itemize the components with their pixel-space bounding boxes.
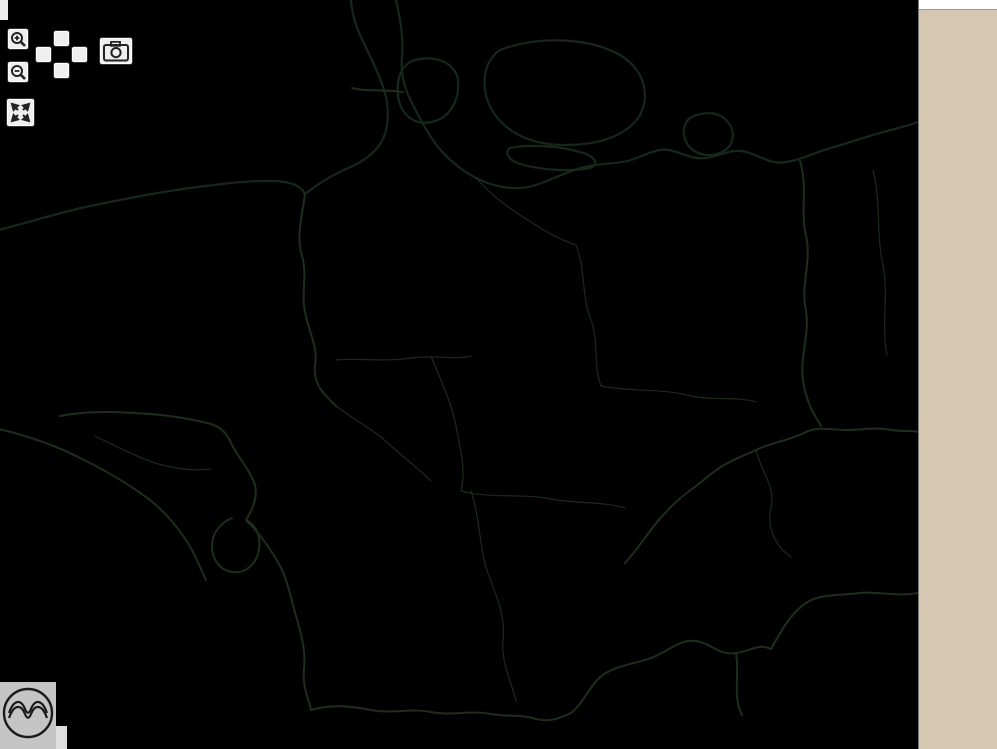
fullscreen-button[interactable] <box>6 98 35 127</box>
pan-left-button[interactable] <box>35 46 52 63</box>
legend-panel-top-strip <box>919 0 997 10</box>
temperature-overlay <box>0 0 918 749</box>
pan-down-button[interactable] <box>53 62 70 79</box>
basemap-art <box>0 0 918 749</box>
legend-scale <box>919 0 997 749</box>
fullscreen-icon <box>10 102 31 123</box>
state-borders <box>94 169 888 702</box>
weather-map[interactable] <box>0 0 918 749</box>
pan-up-button[interactable] <box>53 30 70 47</box>
zoom-in-icon <box>10 31 26 47</box>
metmaps-logo[interactable] <box>0 682 56 749</box>
title-bar <box>0 0 8 20</box>
zoom-in-button[interactable] <box>7 28 29 50</box>
attribution-bar <box>56 726 67 749</box>
zoom-out-button[interactable] <box>7 61 29 83</box>
snapshot-button[interactable] <box>99 37 133 65</box>
country-borders <box>0 87 918 722</box>
logo-wave-icon <box>7 705 49 719</box>
legend-panel <box>918 0 997 749</box>
zoom-out-icon <box>10 64 26 80</box>
pan-right-button[interactable] <box>71 46 88 63</box>
camera-icon <box>103 40 129 61</box>
coastlines <box>0 0 918 231</box>
